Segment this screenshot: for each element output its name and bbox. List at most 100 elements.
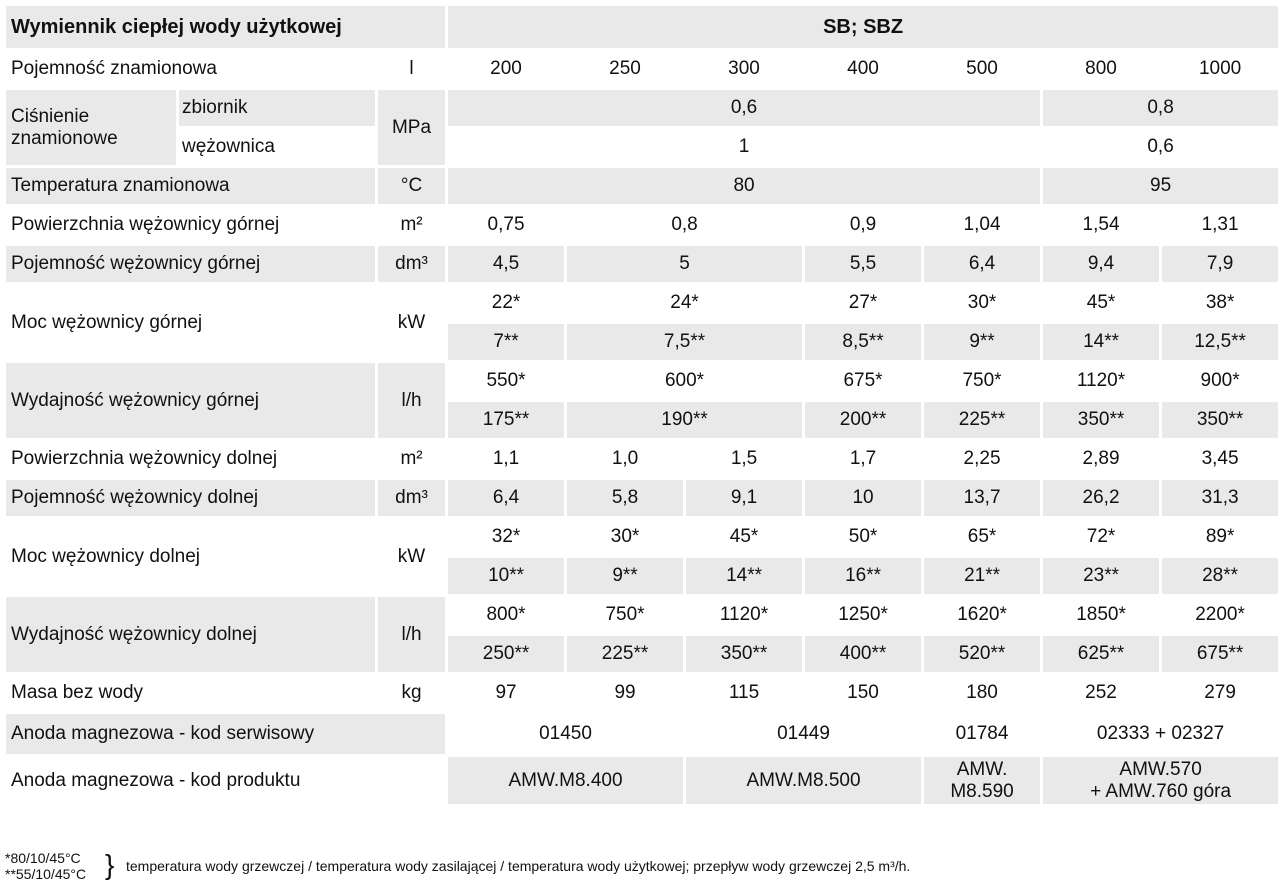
value-cell: 0,8 — [1043, 90, 1279, 126]
header-row: Wymiennik ciepłej wody użytkowej SB; SBZ — [6, 6, 1279, 48]
value-cell: 72* — [1043, 519, 1160, 555]
value-cell: 7,5** — [567, 324, 803, 360]
value-cell: 6,4 — [924, 246, 1041, 282]
value-cell: 01449 — [686, 714, 922, 754]
unit-cell: m² — [378, 207, 446, 243]
value-cell: 1,31 — [1162, 207, 1279, 243]
value-cell: 1620* — [924, 597, 1041, 633]
value-cell: 24* — [567, 285, 803, 321]
value-cell: AMW.M8.400 — [448, 757, 684, 804]
value-cell: 9** — [567, 558, 684, 594]
value-cell: 4,5 — [448, 246, 565, 282]
row-label: Moc wężownicy górnej — [6, 285, 375, 360]
row-label: Masa bez wody — [6, 675, 375, 711]
value-cell: 7,9 — [1162, 246, 1279, 282]
table-title: Wymiennik ciepłej wody użytkowej — [6, 6, 446, 48]
value-cell: 1250* — [805, 597, 922, 633]
value-cell: 30* — [924, 285, 1041, 321]
value-cell: 0,9 — [805, 207, 922, 243]
value-cell: 16** — [805, 558, 922, 594]
value-cell: 01450 — [448, 714, 684, 754]
upper-output-row-b: 175** 190** 200** 225** 350** 350** — [6, 402, 1279, 438]
value-cell: 3,45 — [1162, 441, 1279, 477]
value-cell: 2,89 — [1043, 441, 1160, 477]
row-label: Temperatura znamionowa — [6, 168, 375, 204]
row-label: Wydajność wężownicy górnej — [6, 363, 375, 438]
value-cell: 02333 + 02327 — [1043, 714, 1279, 754]
footnote: *80/10/45°C **55/10/45°C } temperatura w… — [5, 847, 1275, 887]
value-cell: 225** — [567, 636, 684, 672]
value-cell: 27* — [805, 285, 922, 321]
value-cell: 9** — [924, 324, 1041, 360]
spec-table: Wymiennik ciepłej wody użytkowej SB; SBZ… — [3, 3, 1281, 807]
row-label: Powierzchnia wężownicy dolnej — [6, 441, 375, 477]
value-cell: 1,04 — [924, 207, 1041, 243]
value-cell: 675* — [805, 363, 922, 399]
value-cell: AMW.M8.500 — [686, 757, 922, 804]
value-cell: 5,5 — [805, 246, 922, 282]
value-cell: 89* — [1162, 519, 1279, 555]
unit-cell: l — [378, 51, 446, 87]
value-cell: 28** — [1162, 558, 1279, 594]
footnote-text: temperatura wody grzewczej / temperatura… — [126, 858, 911, 874]
value-cell: 190** — [567, 402, 803, 438]
footnote-keys: *80/10/45°C **55/10/45°C — [5, 850, 86, 882]
value-cell: 800 — [1043, 51, 1160, 87]
value-cell: 1,1 — [448, 441, 565, 477]
sub-label: wężownica — [179, 129, 375, 165]
value-cell: 0,8 — [567, 207, 803, 243]
footnote-key-1: *80/10/45°C — [5, 850, 81, 866]
row-label: Anoda magnezowa - kod produktu — [6, 757, 446, 804]
value-cell: 8,5** — [805, 324, 922, 360]
value-cell: 38* — [1162, 285, 1279, 321]
value-cell: 50* — [805, 519, 922, 555]
value-cell: 250** — [448, 636, 565, 672]
unit-cell: °C — [378, 168, 446, 204]
value-cell: 14** — [1043, 324, 1160, 360]
value-cell: 14** — [686, 558, 803, 594]
upper-output-row-a: Wydajność wężownicy górnej l/h 550* 600*… — [6, 363, 1279, 438]
value-cell: 675** — [1162, 636, 1279, 672]
row-label: Ciśnienie znamionowe — [6, 90, 176, 165]
value-cell: 9,1 — [686, 480, 803, 516]
capacity-row: Pojemność znamionowa l 200 250 300 400 5… — [6, 51, 1279, 87]
value-cell: 1850* — [1043, 597, 1160, 633]
row-label: Powierzchnia wężownicy górnej — [6, 207, 375, 243]
value-cell: 1,5 — [686, 441, 803, 477]
row-label: Moc wężownicy dolnej — [6, 519, 375, 594]
value-cell: 550* — [448, 363, 565, 399]
lower-area-row: Powierzchnia wężownicy dolnej m² 1,1 1,0… — [6, 441, 1279, 477]
value-cell: 23** — [1043, 558, 1160, 594]
value-cell: 2200* — [1162, 597, 1279, 633]
value-cell: 350** — [1162, 402, 1279, 438]
footnote-brace: } — [105, 849, 115, 880]
value-cell: 22* — [448, 285, 565, 321]
value-cell: 279 — [1162, 675, 1279, 711]
value-cell: 800* — [448, 597, 565, 633]
value-cell: 10** — [448, 558, 565, 594]
mass-row: Masa bez wody kg 97 99 115 150 180 252 2… — [6, 675, 1279, 711]
value-cell: 45* — [686, 519, 803, 555]
unit-cell: l/h — [378, 363, 446, 438]
value-cell: 5 — [567, 246, 803, 282]
row-label: Pojemność znamionowa — [6, 51, 375, 87]
value-cell: 350** — [1043, 402, 1160, 438]
value-cell: 1 — [448, 129, 1041, 165]
value-cell: 97 — [448, 675, 565, 711]
unit-cell: kW — [378, 519, 446, 594]
unit-cell: dm³ — [378, 480, 446, 516]
lower-output-row-a: Wydajność wężownicy dolnej l/h 800* 750*… — [6, 597, 1279, 672]
unit-cell: MPa — [378, 90, 446, 165]
value-cell: 1,54 — [1043, 207, 1160, 243]
value-cell: 175** — [448, 402, 565, 438]
value-cell: 26,2 — [1043, 480, 1160, 516]
lower-output-row-b: 250** 225** 350** 400** 520** 625** 675*… — [6, 636, 1279, 672]
value-cell: 225** — [924, 402, 1041, 438]
value-cell: 200 — [448, 51, 565, 87]
value-cell: 1,7 — [805, 441, 922, 477]
pressure-tank-row: Ciśnienie znamionowe zbiornik MPa 0,6 0,… — [6, 90, 1279, 165]
value-cell: 45* — [1043, 285, 1160, 321]
value-cell: 150 — [805, 675, 922, 711]
value-cell: 01784 — [924, 714, 1041, 754]
value-cell: 1000 — [1162, 51, 1279, 87]
